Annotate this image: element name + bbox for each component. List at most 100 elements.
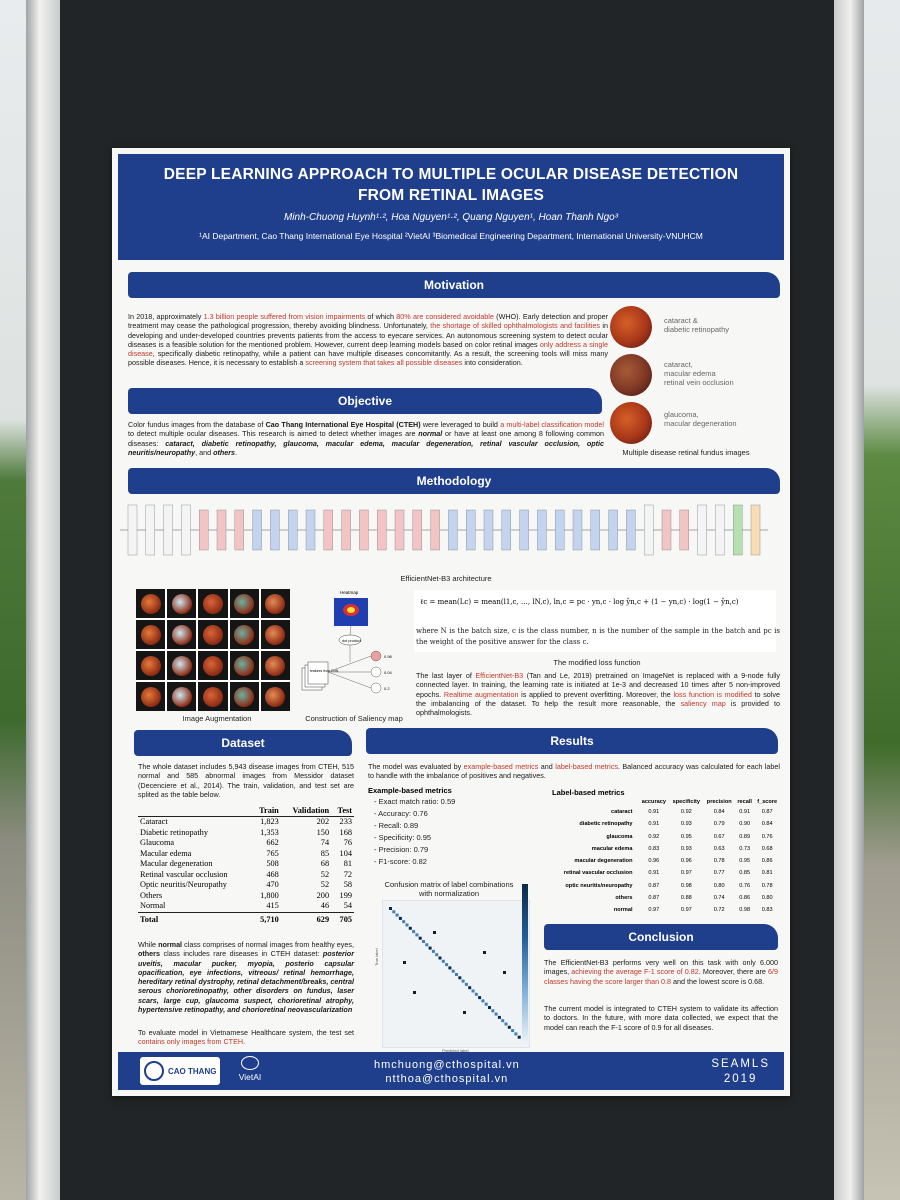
dataset-table-header: Train Validation Test [138,805,354,817]
cao-thang-logo: CAO THANG [140,1057,220,1085]
dataset-row: Glaucoma 662 74 76 [138,838,354,849]
fundus-disc [171,686,192,707]
arch-layer-block [181,504,191,556]
lm-col-specificity: specificity [672,799,701,805]
label-metrics-header: accuracy specificity precision recall f_… [550,798,780,806]
email-1: hmchuong@cthospital.vn [374,1059,520,1071]
fundus-disc [265,686,286,707]
label-metrics-cell: 0.97 [680,907,692,914]
label-metrics-body: cataract 0.91 0.92 0.84 0.91 0.87 diabetic ret… [550,806,780,917]
cm-diagonal-cell [474,992,478,996]
cm-diagonal-cell [511,1029,515,1033]
augmentation-grid [136,589,290,711]
dataset-cell: 54 [343,901,352,910]
dataset-total-cell: Total [138,911,252,925]
affiliations: ¹AI Department, Cao Thang International … [199,231,703,241]
arch-layer-block [679,509,689,551]
email-2: ntthoa@cthospital.vn [385,1073,509,1085]
cm-diagonal-cell [441,959,445,963]
arch-layer-block [483,509,494,551]
dataset-cell: Retinal vascular occlusion [140,869,228,879]
cm-diagonal-cell [517,1035,521,1039]
augmentation-caption: Image Augmentation [182,714,252,723]
arch-layer-block [608,509,618,551]
cm-offdiag-cell [483,951,486,954]
label-metrics-cell: retinal vascular occlusion [563,870,633,877]
fundus-disc [140,686,161,707]
cm-diagonal-cell [408,926,412,930]
fundus-label-3: glaucoma, macular degeneration [664,410,737,428]
label-metrics-cell: 0.83 [761,907,773,914]
poster-title: DEEP LEARNING APPROACH TO MULTIPLE OCULA… [163,166,739,204]
arch-layer-block [572,509,583,551]
dataset-cell: Normal [140,901,166,910]
output-value-3: 0.2 [384,686,390,691]
label-metrics-row: glaucoma 0.92 0.95 0.67 0.89 0.76 [550,831,780,843]
fundus-disc [202,593,223,614]
dataset-cell: Cataract [140,817,168,826]
dataset-cell: 1,353 [260,827,279,837]
cm-diagonal-cell [435,953,439,957]
objective-text: Color fundus images from the database of… [128,420,605,457]
arch-layer-block [145,504,155,556]
methodology-heading: Methodology [128,468,780,494]
cm-offdiag-cell [503,971,506,974]
arch-layer-block [252,509,262,551]
augmented-fundus-image [136,620,166,649]
dataset-cell: Diabetic retinopathy [140,827,208,837]
lm-col-precision: precision [706,799,732,805]
cm-diagonal-cell [455,973,458,976]
dataset-cell: Macular edema [140,848,192,858]
conclusion-heading: Conclusion [544,924,778,950]
label-metrics-cell: 0.84 [713,809,725,815]
dataset-cell: 168 [339,827,352,837]
label-metrics-cell: 0.84 [761,821,773,828]
output-value-1: 0.98 [384,654,393,659]
fundus-disc [265,593,286,614]
results-intro: The model was evaluated by example-based… [368,762,780,781]
dot-product-label: dot product [342,639,362,643]
dataset-cell: Glaucoma [140,838,175,847]
augmented-fundus-image [229,620,259,649]
dataset-total-cell: 629 [280,911,332,925]
lm-col-accuracy: accuracy [641,799,666,805]
fundus-disc [171,655,192,676]
dataset-cell: 74 [320,838,330,847]
col-header-train: Train [251,805,281,817]
label-metrics-cell: 0.92 [680,809,692,815]
dataset-row: Others 1,800 200 199 [138,891,354,902]
confusion-matrix [382,900,530,1048]
label-metrics-cell: 0.78 [713,858,725,865]
cm-offdiag-cell [403,961,406,964]
label-metrics-cell: 0.91 [648,821,660,828]
example-metric-item: - Precision: 0.79 [374,845,429,854]
cm-diagonal-cell [514,1032,518,1036]
label-metrics-cell: 0.91 [648,809,660,815]
fundus-disc [140,593,161,614]
cm-diagonal-cell [468,986,472,990]
dataset-cell: 508 [266,859,279,868]
cm-diagonal-cell [461,979,465,983]
dataset-row: Optic neuritis/Neuropathy 470 52 58 [138,880,354,891]
architecture-caption: EfficientNet-B3 architecture [400,574,492,583]
label-metrics-cell: 0.91 [648,870,660,877]
arch-layer-block [305,509,316,551]
augmented-fundus-image [198,682,228,711]
arch-layer-block [697,504,707,556]
augmented-fundus-image [260,651,290,680]
cm-diagonal-cell [389,907,392,910]
label-metrics-cell: 0.95 [680,833,692,840]
board-frame-right [834,0,864,1200]
arch-layer-block [466,509,476,551]
results-heading: Results [366,728,778,754]
dataset-total-cell: 5,710 [251,911,281,925]
conference-name: SEAMLS [711,1058,770,1070]
augmented-fundus-image [260,620,290,649]
augmented-fundus-image [198,651,228,680]
label-metrics-cell: macular degeneration [574,858,633,865]
motivation-heading: Motivation [128,272,780,298]
dataset-cell: 68 [320,859,330,868]
dataset-cell: 81 [343,859,352,868]
augmented-fundus-image [260,589,290,618]
arch-layer-block [412,509,422,551]
